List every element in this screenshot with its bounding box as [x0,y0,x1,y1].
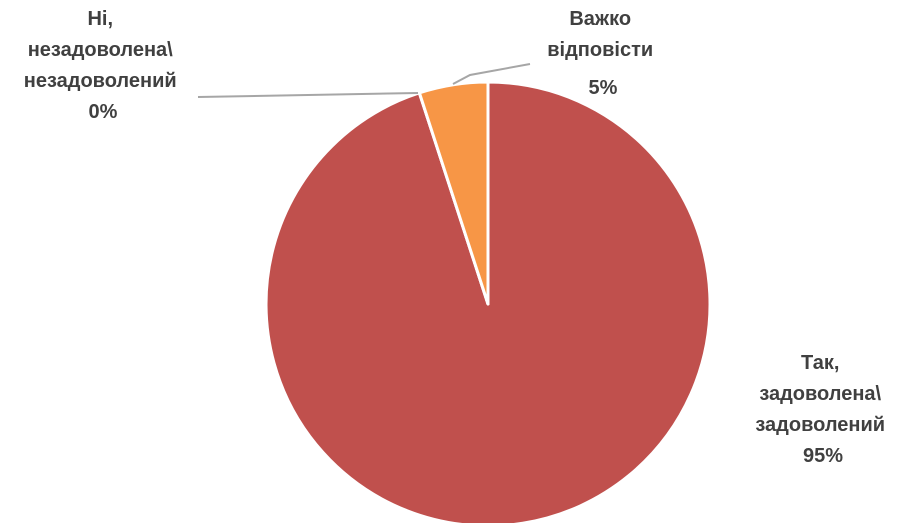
slice-label-0-line-0: Так, [801,352,839,374]
slice-label-2-line-0: Важко [569,8,631,30]
slice-label-0-line-1: задоволена\ [759,383,881,405]
leader-lines [197,63,531,98]
slice-label-1-value: 0% [89,101,118,123]
slice-label-1-line-1: незадоволена\ [28,39,173,61]
slice-label-0: Так, задоволена\ задоволений 95% [755,352,890,467]
slice-label-0-value: 95% [803,445,843,467]
pie-slice-2 [417,80,490,306]
leader-line-1 [197,92,419,98]
slice-label-2-line-1: відповісти [547,39,653,61]
pie-slices [264,80,712,523]
slice-label-1-line-0: Ні, [87,8,113,30]
slice-label-1-line-2: незадоволений [24,70,177,92]
leader-line-2 [452,63,531,85]
slice-label-0-line-2: задоволений [755,414,885,436]
slice-label-1: Ні, незадоволена\ незадоволений 0% [24,8,182,123]
slice-label-2: Важко відповісти 5% [547,8,658,99]
slice-label-2-value: 5% [589,77,618,99]
